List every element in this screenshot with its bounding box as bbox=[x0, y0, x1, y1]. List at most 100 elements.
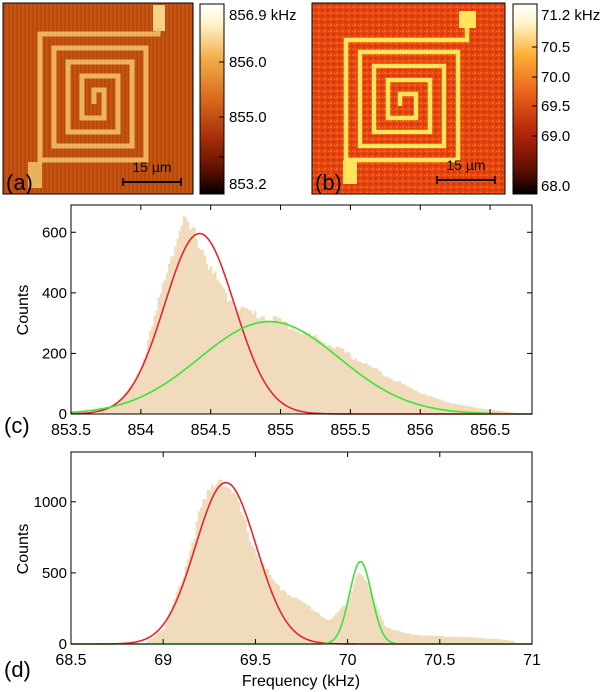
histogram-bar bbox=[315, 611, 318, 644]
histogram-bar bbox=[186, 221, 190, 414]
x-tick-label: 856 bbox=[407, 422, 434, 439]
histogram-bar bbox=[256, 318, 259, 414]
colorbar-b-tick: 70.0 bbox=[541, 69, 570, 86]
histogram-bar bbox=[245, 307, 249, 414]
histogram-bar bbox=[248, 541, 252, 644]
histogram-bar bbox=[184, 217, 188, 414]
histogram-bar bbox=[476, 637, 480, 644]
histogram-bar bbox=[316, 338, 320, 414]
histogram-bar bbox=[448, 402, 452, 414]
histogram-bar bbox=[147, 340, 150, 414]
histogram-bar bbox=[423, 635, 427, 644]
histogram-bar bbox=[318, 340, 322, 414]
histogram-bar bbox=[197, 511, 201, 644]
histogram-bar bbox=[262, 563, 265, 644]
histogram-bar bbox=[501, 411, 504, 414]
plot-frame-d bbox=[70, 451, 533, 645]
histogram-bar bbox=[444, 401, 448, 414]
histogram-bar bbox=[195, 239, 198, 414]
histogram-bar bbox=[287, 329, 290, 414]
histogram-bar bbox=[212, 273, 215, 414]
histogram-bar bbox=[259, 564, 263, 644]
histogram-bar bbox=[480, 408, 483, 414]
histogram-bar bbox=[314, 334, 318, 414]
histogram-bar bbox=[344, 352, 347, 414]
histogram-bar bbox=[107, 407, 110, 414]
histogram-bar bbox=[231, 492, 234, 644]
histogram-bar bbox=[352, 584, 356, 644]
histogram-bar bbox=[159, 292, 163, 414]
histogram-bar bbox=[383, 376, 387, 414]
histogram-bar bbox=[410, 634, 413, 644]
histogram-bar bbox=[330, 618, 334, 644]
histogram-bar bbox=[465, 637, 469, 644]
histogram-bar bbox=[383, 626, 387, 644]
histogram-bar bbox=[308, 332, 311, 414]
histogram-bar bbox=[242, 515, 245, 644]
x-tick-label: 855 bbox=[267, 422, 294, 439]
histogram-bar bbox=[284, 591, 287, 644]
histogram-bar bbox=[323, 618, 327, 644]
histogram-bar bbox=[270, 578, 274, 644]
histogram-bar bbox=[142, 358, 146, 414]
histogram-bar bbox=[189, 550, 192, 644]
histogram-bar bbox=[246, 531, 250, 644]
histogram-bar bbox=[160, 630, 163, 644]
histogram-bar bbox=[342, 349, 345, 414]
histogram-bar bbox=[208, 490, 212, 644]
histogram-bar bbox=[405, 633, 409, 644]
histogram-bar bbox=[295, 331, 299, 414]
contact-pad-a-bottom bbox=[28, 162, 42, 188]
histogram-bar bbox=[474, 637, 477, 644]
histogram-bar bbox=[354, 358, 357, 414]
histogram-bar bbox=[415, 390, 418, 414]
histogram-bar bbox=[258, 319, 261, 414]
histogram-bar bbox=[413, 390, 416, 414]
histogram-bar bbox=[501, 639, 504, 644]
histogram-bar bbox=[237, 502, 241, 644]
y-tick-label: 400 bbox=[42, 285, 67, 302]
histogram-bar bbox=[288, 595, 292, 644]
y-axis-label-c: Counts bbox=[15, 285, 32, 336]
panel-label-d: (d) bbox=[4, 657, 31, 682]
histogram-bar bbox=[438, 399, 441, 414]
histogram-bar bbox=[377, 610, 380, 644]
histogram-bar bbox=[170, 256, 173, 414]
histogram-bar bbox=[476, 408, 479, 414]
histogram-bar bbox=[239, 308, 242, 414]
histogram-bar bbox=[250, 545, 254, 644]
histogram-bar bbox=[180, 583, 183, 644]
histogram-bar bbox=[388, 628, 391, 644]
y-axis-label-d: Counts bbox=[15, 524, 32, 575]
histogram-bar bbox=[442, 401, 445, 414]
histogram-bar bbox=[366, 582, 369, 644]
panel-label-b: (b) bbox=[315, 170, 342, 195]
histogram-bar bbox=[171, 604, 174, 644]
histogram-bar bbox=[178, 230, 181, 414]
histogram-bar bbox=[211, 484, 214, 644]
histogram-bar bbox=[362, 363, 366, 414]
histogram-bar bbox=[201, 250, 205, 414]
x-tick-label: 71 bbox=[523, 652, 541, 669]
colorbar-b-tick: 69.0 bbox=[541, 128, 570, 145]
histogram-bar bbox=[155, 634, 159, 644]
y-tick-label: 200 bbox=[42, 345, 67, 362]
x-tick-label: 856.5 bbox=[470, 422, 510, 439]
histogram-bar bbox=[365, 362, 368, 414]
histogram-bar bbox=[379, 371, 383, 414]
histogram-bar bbox=[496, 639, 500, 644]
histogram-bar bbox=[472, 637, 475, 644]
histogram-bar bbox=[308, 605, 312, 644]
histogram-bar bbox=[421, 394, 425, 414]
histogram-bar bbox=[419, 393, 422, 414]
histogram-bar bbox=[224, 292, 228, 414]
histogram-bar bbox=[304, 331, 307, 414]
histogram-bar bbox=[392, 630, 396, 644]
histogram-bar bbox=[372, 597, 376, 644]
histogram-bar bbox=[310, 609, 314, 644]
histogram-bar bbox=[111, 405, 114, 414]
histogram-bar bbox=[478, 637, 482, 644]
histogram-bar bbox=[494, 638, 497, 644]
histogram-bar bbox=[430, 396, 433, 414]
